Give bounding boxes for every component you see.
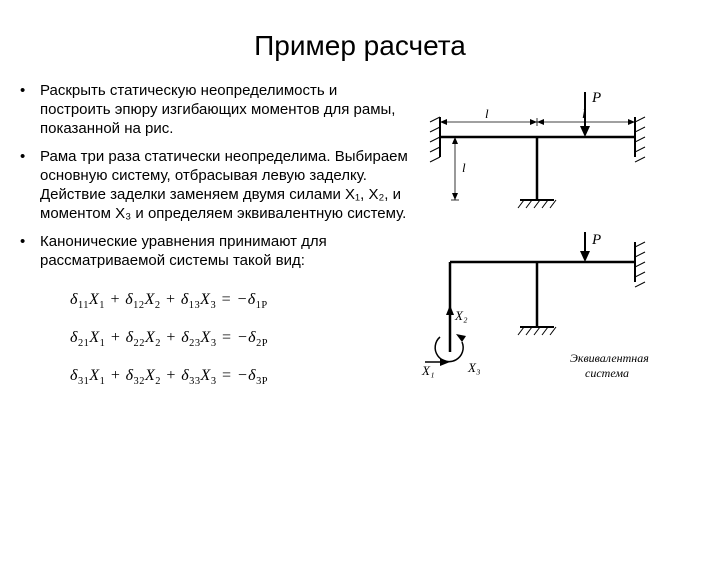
caption-line1: Эквивалентная — [570, 351, 649, 365]
text-column: • Раскрыть статическую неопределимость и… — [20, 82, 420, 405]
label-l3: l — [462, 160, 466, 175]
label-x2: X₂ — [454, 308, 468, 323]
label-l2: l — [582, 106, 586, 121]
content-area: • Раскрыть статическую неопределимость и… — [0, 82, 720, 405]
equations-block: δ11X1 + δ12X2 + δ13X3 = −δ1P δ21X1 + δ22… — [20, 291, 410, 388]
diagram-top: P l l l — [420, 82, 680, 212]
equation-3: δ31X1 + δ32X2 + δ33X3 = −δ3P — [70, 367, 410, 387]
bullet-marker: • — [20, 233, 40, 271]
page-title: Пример расчета — [0, 30, 720, 62]
equation-1: δ11X1 + δ12X2 + δ13X3 = −δ1P — [70, 291, 410, 311]
bullet-item: • Канонические уравнения принимают для р… — [20, 233, 410, 271]
bullet-text: Раскрыть статическую неопределимость и п… — [40, 82, 410, 138]
bullet-item: • Рама три раза статически неопределима.… — [20, 148, 410, 223]
label-l1: l — [485, 106, 489, 121]
diagram-column: P l l l — [420, 82, 700, 405]
bullet-marker: • — [20, 148, 40, 223]
caption-line2: система — [585, 366, 629, 380]
label-x3: X₃ — [467, 360, 480, 375]
diagram-bottom: P X₁ X₂ X₃ Эквивалентная система — [420, 232, 680, 402]
equation-2: δ21X1 + δ22X2 + δ23X3 = −δ2P — [70, 329, 410, 349]
bullet-item: • Раскрыть статическую неопределимость и… — [20, 82, 410, 138]
bullet-text: Рама три раза статически неопределима. В… — [40, 148, 410, 223]
bullet-marker: • — [20, 82, 40, 138]
label-p-bottom: P — [591, 232, 601, 248]
bullet-text: Канонические уравнения принимают для рас… — [40, 233, 410, 271]
label-p: P — [591, 90, 601, 106]
label-x1: X₁ — [421, 363, 434, 378]
